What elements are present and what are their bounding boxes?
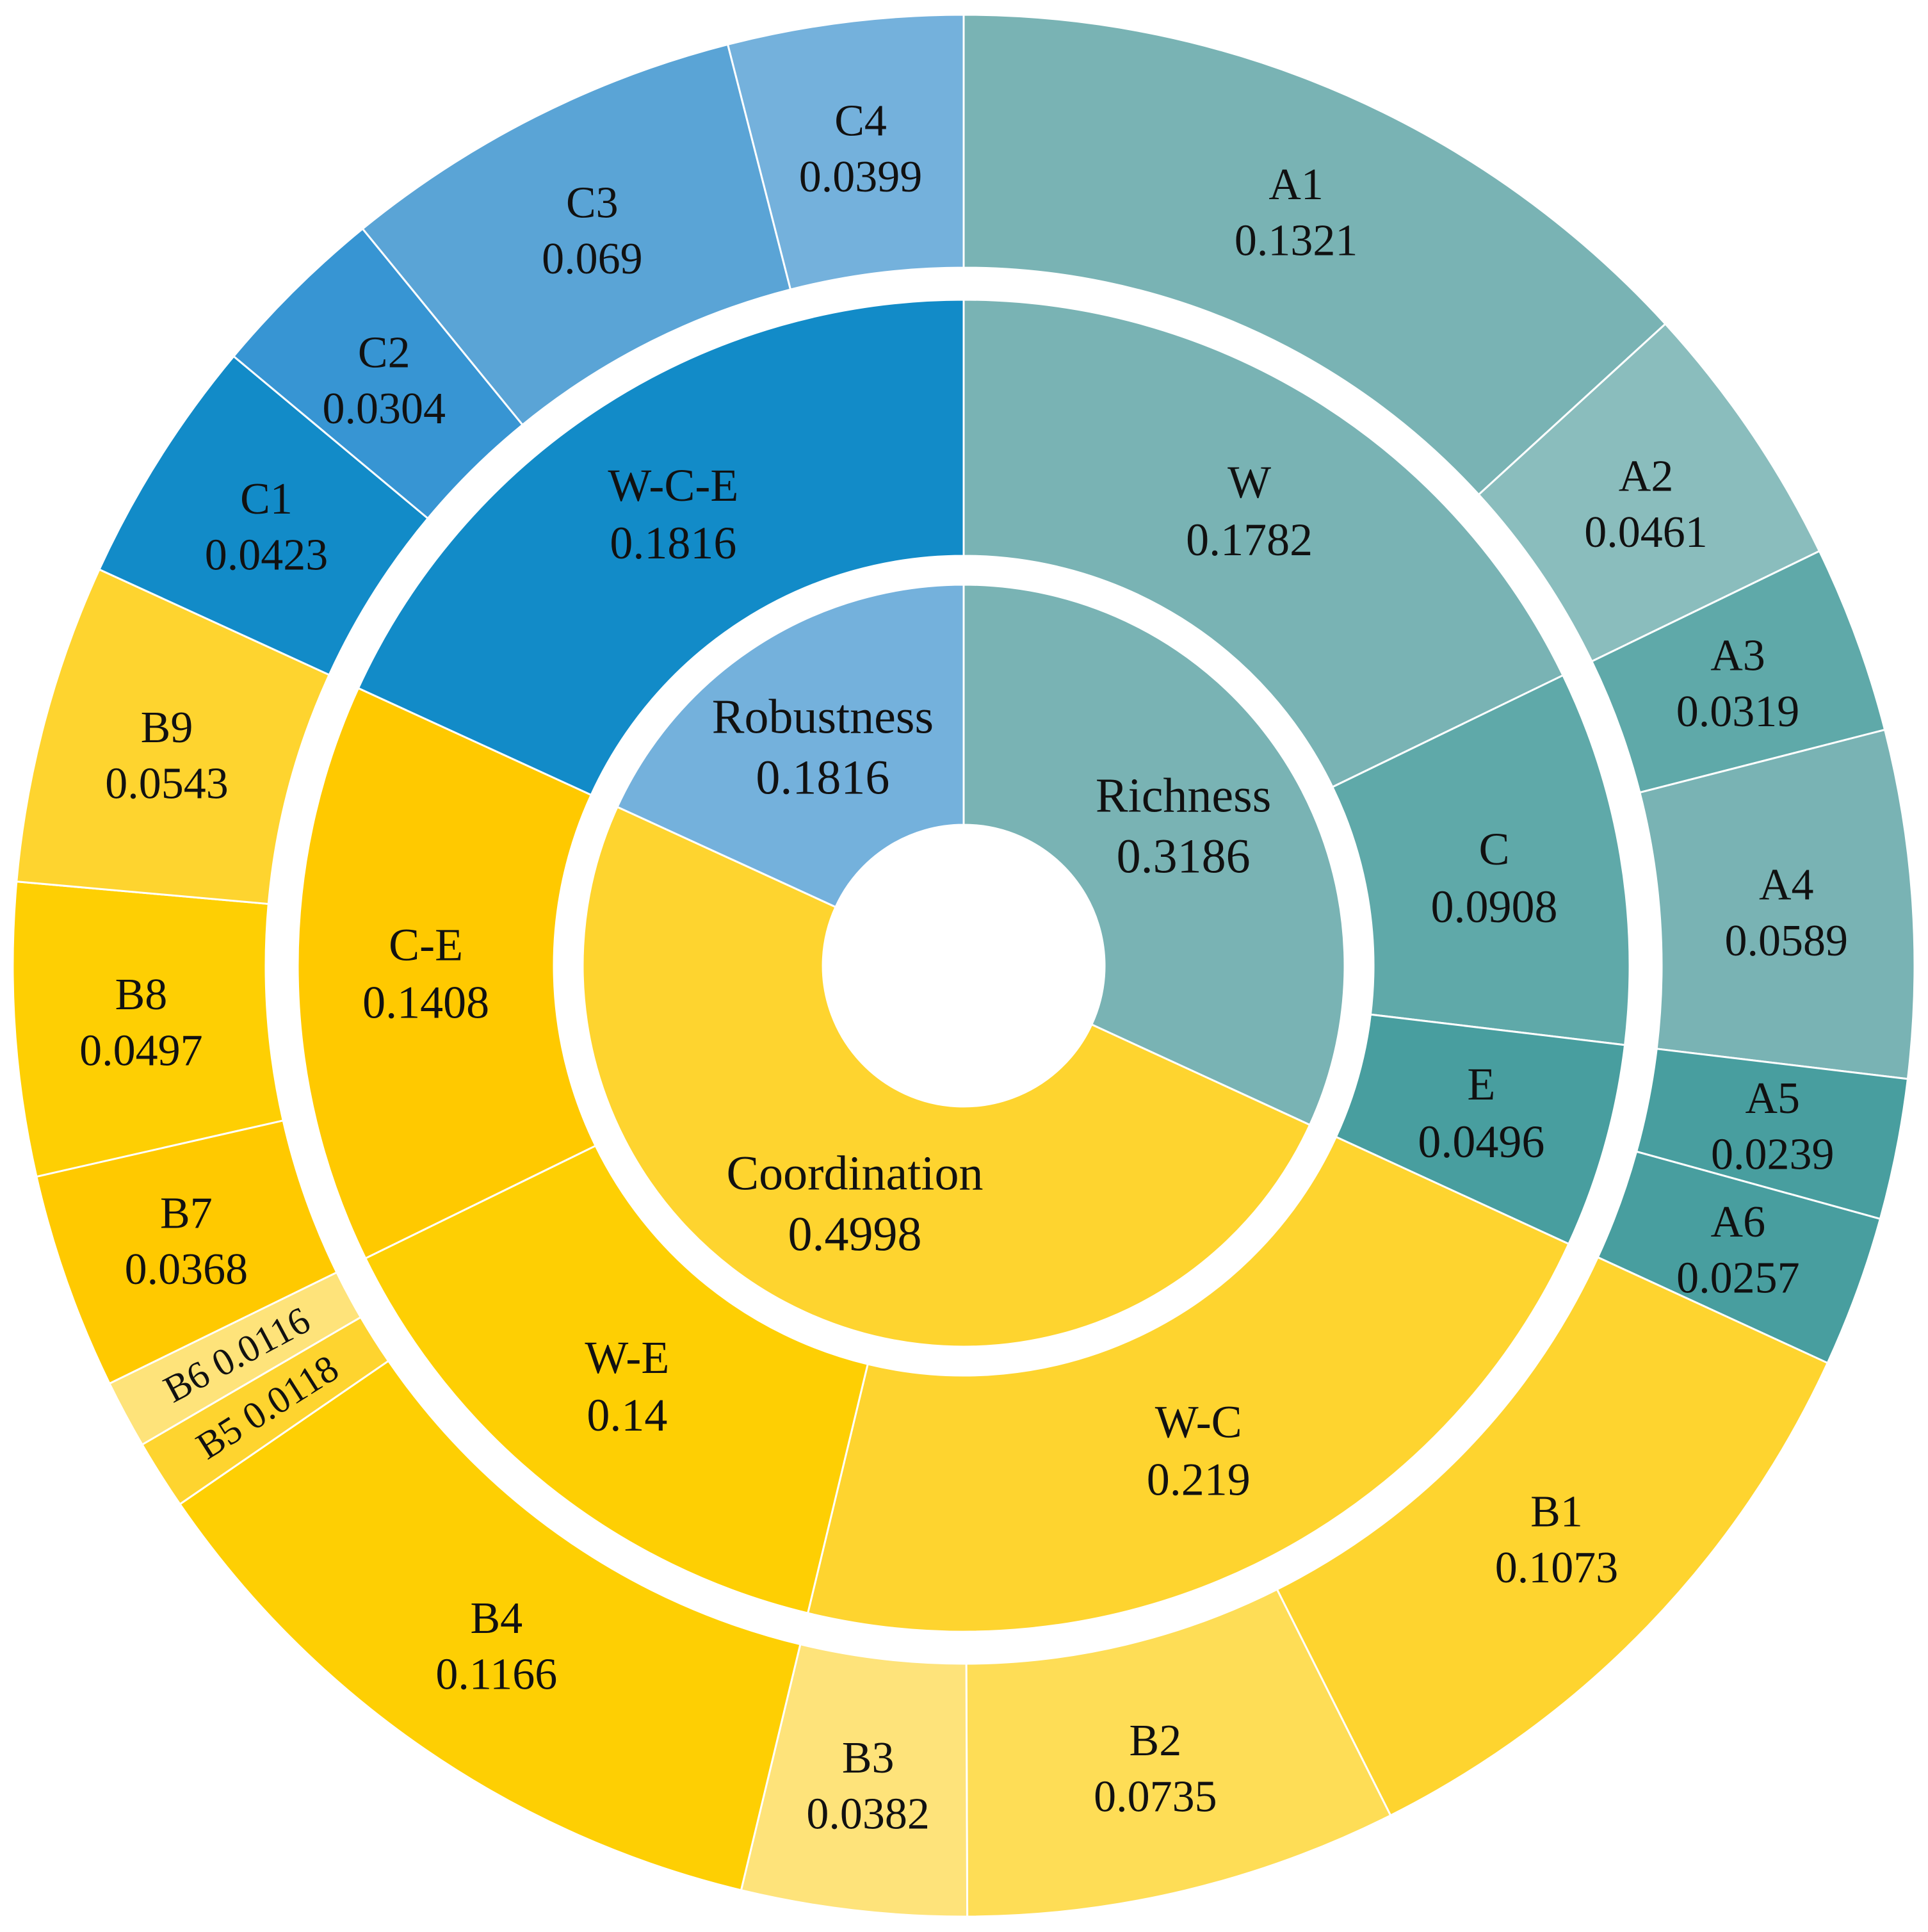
middle-label-w-c: W-C 0.219 — [1147, 1397, 1251, 1506]
outer-segment-a1 — [962, 13, 1667, 496]
middle-label-w: W 0.1782 — [1186, 457, 1313, 565]
outer-label-c2: C2 0.0304 — [323, 328, 446, 434]
outer-label-b7: B7 0.0368 — [125, 1189, 248, 1294]
middle-segment-w-c-e — [357, 298, 965, 797]
inner-label-richness: Richness 0.3186 — [1096, 769, 1271, 884]
middle-label-c-e: C-E 0.1408 — [362, 919, 489, 1028]
middle-segment-w-c — [806, 1135, 1570, 1633]
inner-segment-richness — [962, 583, 1346, 1126]
outer-label-c3: C3 0.069 — [542, 178, 643, 284]
outer-ring — [12, 13, 1916, 1918]
middle-label-e: E 0.0496 — [1418, 1059, 1544, 1167]
outer-label-a1: A1 0.1321 — [1235, 159, 1358, 265]
outer-label-b8: B8 0.0497 — [79, 970, 203, 1075]
middle-label-w-c-e: W-C-E 0.1816 — [608, 460, 738, 569]
outer-label-a2: A2 0.0461 — [1584, 451, 1708, 557]
outer-label-a5: A5 0.0239 — [1711, 1073, 1835, 1179]
outer-label-a6: A6 0.0257 — [1676, 1197, 1800, 1303]
outer-segment-b1 — [1276, 1256, 1829, 1817]
outer-label-b4: B4 0.1166 — [435, 1593, 557, 1699]
outer-segment-c4 — [726, 13, 965, 291]
inner-segment-robustness — [616, 583, 965, 909]
outer-label-a3: A3 0.0319 — [1676, 631, 1800, 736]
middle-segment-c-e — [296, 686, 597, 1260]
middle-label-c: C 0.0908 — [1430, 824, 1557, 932]
inner-segment-coordination — [581, 806, 1311, 1347]
middle-label-w-e: W-E 0.14 — [585, 1332, 669, 1441]
middle-ring — [296, 298, 1631, 1633]
middle-segment-w-e — [364, 1144, 870, 1614]
inner-label-robustness: Robustness 0.1816 — [712, 690, 934, 804]
outer-label-c1: C1 0.0423 — [205, 475, 328, 580]
outer-label-b3: B3 0.0382 — [806, 1733, 930, 1839]
segment-labels: Richness 0.3186 Coordination 0.4998 Robustne… — [79, 96, 1848, 1839]
outer-label-b1: B1 0.1073 — [1495, 1487, 1619, 1593]
outer-label-b2: B2 0.0735 — [1094, 1716, 1217, 1822]
outer-label-c4: C4 0.0399 — [799, 96, 923, 202]
middle-segment-c — [1331, 674, 1631, 1046]
inner-label-coordination: Coordination 0.4998 — [726, 1147, 983, 1262]
outer-label-b9: B9 0.0543 — [105, 703, 229, 809]
middle-segment-w — [962, 298, 1564, 788]
outer-label-a4: A4 0.0589 — [1724, 860, 1848, 966]
inner-ring — [581, 583, 1346, 1347]
